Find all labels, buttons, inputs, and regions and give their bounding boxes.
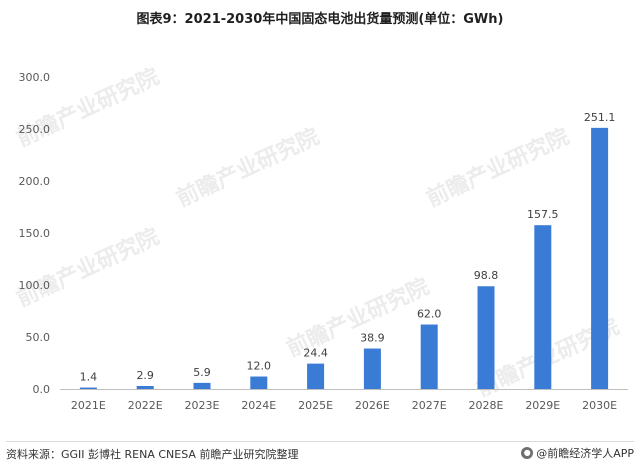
bar [363,348,381,389]
y-tick-label: 0.0 [33,383,51,396]
y-axis: 0.0 50.0 100.0 150.0 200.0 250.0 300.0 [19,71,51,396]
bar [477,286,495,389]
data-label: 1.4 [80,371,98,384]
y-tick-label: 200.0 [19,175,51,188]
y-tick-label: 300.0 [19,71,51,84]
y-tick-label: 50.0 [26,331,51,344]
data-label: 2.9 [136,369,154,382]
x-tick-label: 2023E [185,399,220,412]
bar [79,387,97,389]
x-tick-label: 2025E [298,399,333,412]
data-label: 5.9 [193,366,211,379]
chart-title: 图表9：2021-2030年中国固态电池出货量预测(单位：GWh) [136,12,504,27]
bar [591,127,609,389]
data-label: 12.0 [247,360,272,373]
x-tick-label: 2029E [525,399,560,412]
bar [136,385,154,389]
data-label: 98.8 [474,269,499,282]
brand-logo-icon: ● [521,447,534,459]
footer: 资料来源：GGII 彭博社 RENA CNESA 前瞻产业研究院整理 ● @前瞻… [6,441,634,464]
x-axis: 2021E 2022E 2023E 2024E 2025E 2026E 2027E 2028E… [60,389,628,412]
data-label: 251.1 [584,111,616,124]
y-tick-label: 150.0 [19,227,51,240]
x-tick-label: 2028E [469,399,504,412]
brand-label: @前瞻经济学人APP [536,447,634,460]
y-tick-label: 100.0 [19,279,51,292]
brand: ● @前瞻经济学人APP [521,445,634,461]
bar [534,225,552,389]
bar-chart: 0.0 50.0 100.0 150.0 200.0 250.0 300.0 1.4 2.9 5… [19,71,628,412]
data-label: 38.9 [360,332,385,345]
bar [420,324,438,389]
x-tick-label: 2022E [128,399,163,412]
y-tick-label: 250.0 [19,123,51,136]
bars: 1.4 2.9 5.9 12.0 24.4 38.9 62.0 98.8 157.5 251.1 [79,111,616,389]
bar [307,363,325,389]
x-tick-label: 2030E [582,399,617,412]
x-tick-label: 2024E [241,399,276,412]
x-tick-label: 2021E [71,399,106,412]
data-label: 24.4 [303,347,328,360]
data-label: 157.5 [527,208,559,221]
bar [250,376,268,389]
source-text: 资料来源：GGII 彭博社 RENA CNESA 前瞻产业研究院整理 [6,448,299,461]
data-label: 62.0 [417,308,442,321]
x-tick-label: 2026E [355,399,390,412]
bar [193,382,211,389]
x-tick-label: 2027E [412,399,447,412]
